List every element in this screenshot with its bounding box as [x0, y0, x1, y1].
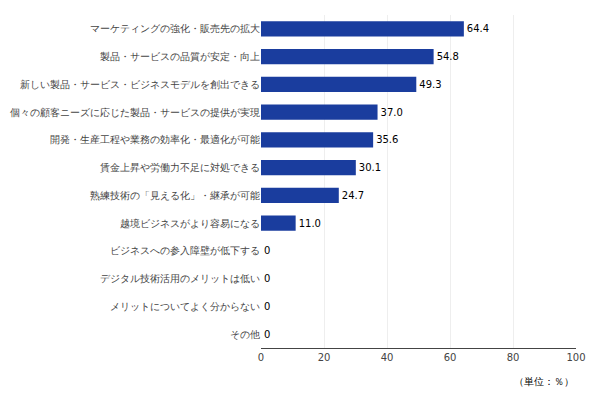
- svg-text:30.1: 30.1: [359, 162, 381, 173]
- svg-text:49.3: 49.3: [419, 79, 441, 90]
- svg-text:越境ビジネスがより容易になる: 越境ビジネスがより容易になる: [120, 218, 260, 229]
- svg-text:0: 0: [264, 245, 270, 256]
- svg-text:熟練技術の「見える化」・継承が可能: 熟練技術の「見える化」・継承が可能: [90, 190, 260, 201]
- svg-text:その他: その他: [230, 329, 260, 340]
- svg-text:54.8: 54.8: [437, 51, 459, 62]
- svg-text:0: 0: [264, 301, 270, 312]
- svg-text:64.4: 64.4: [467, 23, 489, 34]
- svg-text:40: 40: [381, 352, 394, 363]
- svg-text:開発・生産工程や業務の効率化・最適化が可能: 開発・生産工程や業務の効率化・最適化が可能: [50, 134, 260, 145]
- svg-text:ビジネスへの参入障壁が低下する: ビジネスへの参入障壁が低下する: [110, 245, 260, 256]
- svg-text:0: 0: [264, 273, 270, 284]
- svg-text:メリットについてよく分からない: メリットについてよく分からない: [110, 301, 260, 312]
- svg-text:24.7: 24.7: [342, 190, 364, 201]
- svg-text:11.0: 11.0: [299, 218, 321, 229]
- svg-text:0: 0: [264, 329, 270, 340]
- svg-text:個々の顧客ニーズに応じた製品・サービスの提供が実現: 個々の顧客ニーズに応じた製品・サービスの提供が実現: [10, 107, 260, 118]
- svg-text:37.0: 37.0: [381, 107, 403, 118]
- svg-text:製品・サービスの品質が安定・向上: 製品・サービスの品質が安定・向上: [100, 51, 260, 62]
- svg-text:60: 60: [444, 352, 457, 363]
- svg-text:100: 100: [566, 352, 585, 363]
- svg-text:35.6: 35.6: [376, 134, 398, 145]
- svg-text:デジタル技術活用のメリットは低い: デジタル技術活用のメリットは低い: [100, 273, 260, 284]
- svg-text:マーケティングの強化・販売先の拡大: マーケティングの強化・販売先の拡大: [90, 23, 260, 34]
- svg-text:80: 80: [507, 352, 520, 363]
- svg-text:20: 20: [318, 352, 331, 363]
- svg-text:（単位：％）: （単位：％）: [514, 376, 574, 387]
- svg-text:賃金上昇や労働力不足に対処できる: 賃金上昇や労働力不足に対処できる: [100, 162, 260, 173]
- svg-text:0: 0: [258, 352, 264, 363]
- svg-text:新しい製品・サービス・ビジネスモデルを創出できる: 新しい製品・サービス・ビジネスモデルを創出できる: [20, 79, 260, 90]
